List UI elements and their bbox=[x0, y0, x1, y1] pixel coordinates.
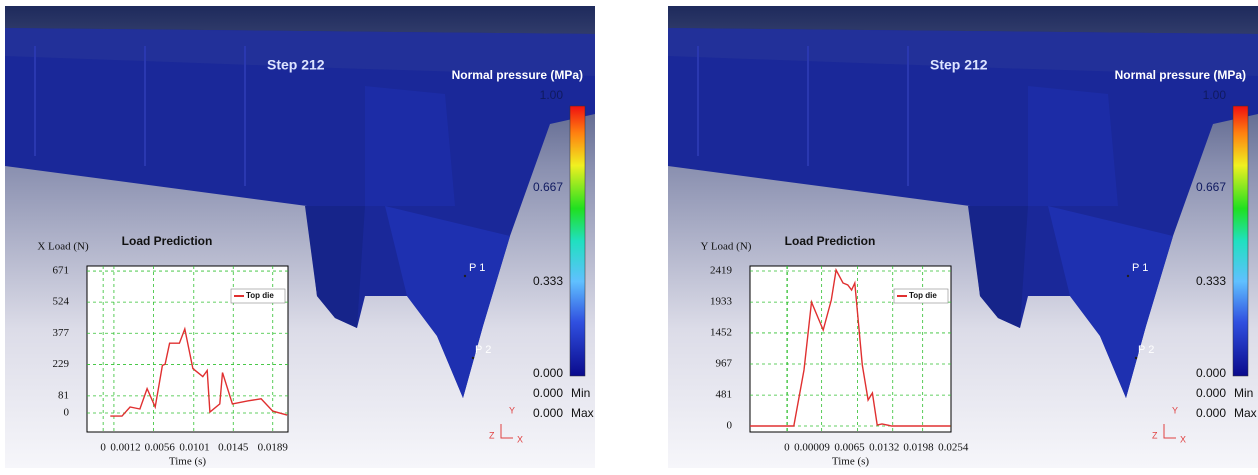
scale-label: 0.000 bbox=[533, 366, 563, 380]
screenshot: Step 212 Normal pressure (MPa) 1.00 0.667 0.… bbox=[0, 0, 1258, 470]
y-axis-label: X Load (N) bbox=[37, 241, 89, 253]
y-tick-label: 0 bbox=[727, 420, 733, 432]
x-tick-label: 0.0065 bbox=[834, 442, 865, 454]
max-value: 0.000 bbox=[533, 406, 563, 420]
y-tick-label: 81 bbox=[58, 389, 69, 401]
triad-label: Z bbox=[489, 430, 495, 440]
triad-label: Z bbox=[1152, 430, 1158, 440]
triad-label: X bbox=[517, 434, 523, 444]
max-label: Max bbox=[1234, 406, 1257, 420]
y-tick-label: 1933 bbox=[710, 296, 733, 308]
y-axis-label: Y Load (N) bbox=[701, 241, 752, 253]
scale-title: Normal pressure (MPa) bbox=[1115, 68, 1246, 82]
scale-label: 0.667 bbox=[533, 180, 563, 194]
x-tick-label: 0.0198 bbox=[903, 442, 934, 454]
probe-label: P 2 bbox=[475, 344, 491, 356]
chart-title: Load Prediction bbox=[122, 234, 213, 248]
x-tick-label: 0 bbox=[784, 442, 790, 454]
scale-label: 1.00 bbox=[540, 88, 564, 102]
probe-label: P 1 bbox=[469, 262, 485, 274]
x-tick-label: 0.0254 bbox=[938, 442, 969, 454]
min-value: 0.000 bbox=[1196, 386, 1226, 400]
min-value: 0.000 bbox=[533, 386, 563, 400]
y-tick-label: 481 bbox=[716, 389, 733, 401]
max-value: 0.000 bbox=[1196, 406, 1226, 420]
scale-label: 0.333 bbox=[533, 274, 563, 288]
y-tick-label: 377 bbox=[53, 327, 70, 339]
legend-label: Top die bbox=[246, 291, 274, 300]
probe-label: P 1 bbox=[1132, 262, 1148, 274]
triad-label: Y bbox=[509, 405, 515, 415]
min-label: Min bbox=[571, 386, 590, 400]
scale-label: 0.667 bbox=[1196, 180, 1226, 194]
x-tick-label: 0.0056 bbox=[145, 442, 176, 454]
x-axis-label: Time (s) bbox=[169, 456, 207, 468]
x-tick-label: 0 bbox=[100, 442, 106, 454]
probe-point bbox=[1127, 275, 1129, 277]
triad-label: X bbox=[1180, 434, 1186, 444]
y-tick-label: 671 bbox=[53, 265, 70, 277]
x-tick-label: 0.0012 bbox=[110, 442, 140, 454]
scale-label: 0.000 bbox=[1196, 366, 1226, 380]
chart-title: Load Prediction bbox=[785, 234, 876, 248]
y-tick-label: 967 bbox=[716, 358, 733, 370]
scale-title: Normal pressure (MPa) bbox=[452, 68, 583, 82]
y-tick-label: 2419 bbox=[710, 265, 733, 277]
x-tick-label: 0.00009 bbox=[794, 442, 830, 454]
scale-label: 0.333 bbox=[1196, 274, 1226, 288]
y-tick-label: 524 bbox=[53, 296, 70, 308]
y-tick-label: 1452 bbox=[710, 326, 732, 338]
y-tick-label: 0 bbox=[64, 406, 70, 418]
step-label: Step 212 bbox=[267, 57, 325, 73]
x-tick-label: 0.0132 bbox=[869, 442, 899, 454]
x-tick-label: 0.0189 bbox=[258, 442, 289, 454]
min-label: Min bbox=[1234, 386, 1253, 400]
triad-label: Y bbox=[1172, 405, 1178, 415]
probe-point bbox=[464, 275, 466, 277]
x-axis-label: Time (s) bbox=[832, 456, 870, 468]
y-tick-label: 229 bbox=[53, 358, 70, 370]
max-label: Max bbox=[571, 406, 594, 420]
step-label: Step 212 bbox=[930, 57, 988, 73]
x-tick-label: 0.0145 bbox=[218, 442, 249, 454]
scale-label: 1.00 bbox=[1203, 88, 1227, 102]
probe-point bbox=[472, 357, 474, 359]
probe-point bbox=[1135, 357, 1137, 359]
probe-label: P 2 bbox=[1138, 344, 1154, 356]
legend-label: Top die bbox=[909, 291, 937, 300]
x-tick-label: 0.0101 bbox=[179, 442, 209, 454]
